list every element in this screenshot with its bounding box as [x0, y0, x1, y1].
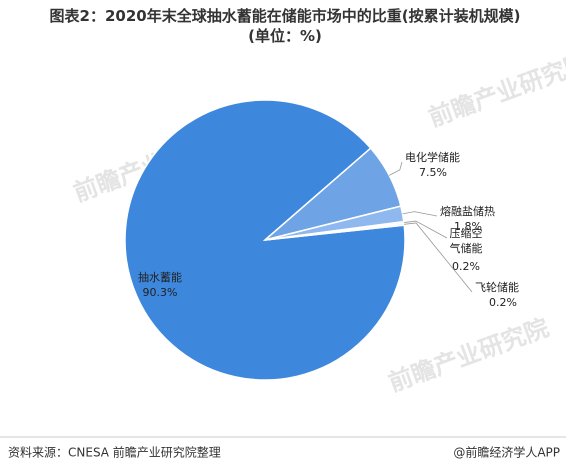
source: 资料来源：CNESA 前瞻产业研究院整理: [8, 445, 221, 460]
watermark: 前瞻产业研究院: [385, 313, 552, 397]
category-label: 熔融盐储热: [440, 204, 495, 218]
value-label: 90.3%: [143, 286, 178, 299]
value-label: 0.2%: [452, 260, 480, 273]
category-label: 抽水蓄能: [138, 270, 182, 284]
chart-title: 图表2：2020年末全球抽水蓄能在储能市场中的比重(按累计装机规模)(单位：%): [49, 7, 521, 45]
pie-slice: [264, 222, 406, 241]
leader-line: [403, 220, 448, 239]
category-label: 电化学储能: [405, 150, 460, 164]
category-label-box: 压缩空气储能: [449, 227, 483, 255]
value-label: 1.8%: [454, 220, 482, 233]
leader-line: [404, 222, 473, 293]
leader-line: [388, 161, 403, 176]
value-label: 7.5%: [419, 166, 447, 179]
category-label: 飞轮储能: [475, 280, 519, 294]
value-label: 0.2%: [489, 296, 517, 309]
footer: @前瞻经济学人APP: [453, 445, 560, 460]
leader-line: [402, 211, 438, 217]
watermark: 前瞻产业研究院: [425, 48, 566, 132]
category-label: 压缩空气储能: [449, 227, 483, 255]
